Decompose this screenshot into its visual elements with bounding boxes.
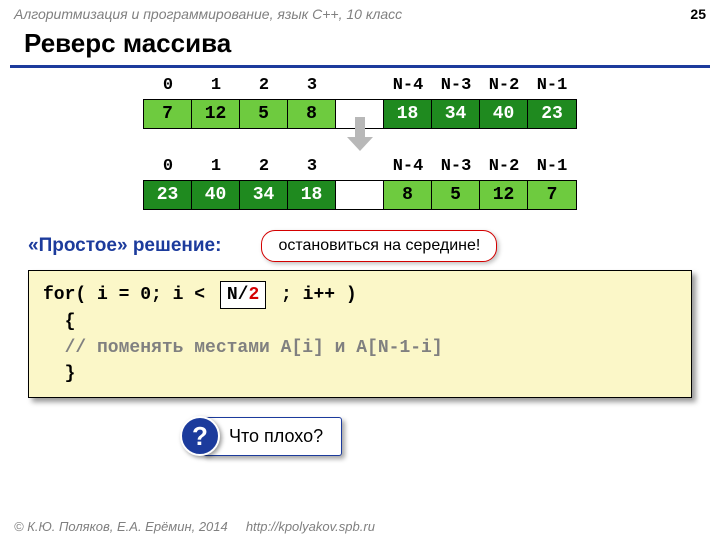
index-cell [336, 76, 384, 95]
code-block: for( i = 0; i < N/2 ; i++ ) { // поменят… [28, 270, 692, 398]
array-cell: 12 [480, 181, 528, 209]
array-cell: 7 [528, 181, 576, 209]
array-cell: 7 [144, 100, 192, 128]
index-cell: N-2 [480, 157, 528, 176]
array-cell: 34 [432, 100, 480, 128]
code-line-4: } [43, 361, 677, 387]
question-box: Что плохо? [202, 417, 342, 456]
index-row-2: 0123 N-4N-3N-2N-1 [144, 157, 576, 176]
page-number: 25 [690, 6, 706, 22]
index-cell: 0 [144, 76, 192, 95]
index-cell: 3 [288, 76, 336, 95]
code-text: for( i = 0; i < [43, 285, 216, 305]
code-line-2: { [43, 309, 677, 335]
array-cell: 23 [144, 181, 192, 209]
index-cell: N-4 [384, 157, 432, 176]
arrays-section: 0123N-4N-3N-2N-1 7125818344023 0123N-4N-… [0, 76, 720, 210]
footer-url: http://kpolyakov.spb.ru [246, 519, 375, 534]
course-label: Алгоритмизация и программирование, язык … [14, 6, 402, 22]
array-cell: 34 [240, 181, 288, 209]
index-cell: N-1 [528, 157, 576, 176]
index-cell: N-4 [384, 76, 432, 95]
code-text-red: 2 [248, 285, 259, 305]
arrow-holder [144, 133, 576, 153]
code-text: { [43, 312, 75, 332]
question-row: ? Что плохо? [180, 416, 720, 456]
index-cell: 1 [192, 76, 240, 95]
index-cell: 0 [144, 157, 192, 176]
index-cell: N-2 [480, 76, 528, 95]
code-text: } [43, 364, 75, 384]
header-bar: Алгоритмизация и программирование, язык … [0, 0, 720, 26]
index-cell: 2 [240, 76, 288, 95]
array-cell: 5 [240, 100, 288, 128]
code-comment: // поменять местами A[i] и A[N-1-i] [43, 338, 443, 358]
index-cell: N-1 [528, 76, 576, 95]
array-cell: 5 [432, 181, 480, 209]
page-title: Реверс массива [10, 26, 710, 68]
array-cell [336, 181, 384, 209]
index-cell: N-3 [432, 157, 480, 176]
array-row-2: 23403418 85127 [143, 180, 577, 210]
code-line-1: for( i = 0; i < N/2 ; i++ ) [43, 281, 677, 309]
code-text: N/ [227, 285, 249, 305]
array-cell: 40 [192, 181, 240, 209]
code-line-3: // поменять местами A[i] и A[N-1-i] [43, 335, 677, 361]
index-cell: 1 [192, 157, 240, 176]
footer: © К.Ю. Поляков, Е.А. Ерёмин, 2014 http:/… [14, 519, 375, 534]
index-row-1: 0123 N-4N-3N-2N-1 [144, 76, 576, 95]
array-cell: 12 [192, 100, 240, 128]
simple-solution-line: «Простое» решение: остановиться на серед… [28, 230, 720, 262]
array-cell: 8 [288, 100, 336, 128]
array-cell: 18 [288, 181, 336, 209]
array-cell: 23 [528, 100, 576, 128]
index-cell [336, 157, 384, 176]
simple-solution-label: «Простое» решение: [28, 235, 221, 257]
array-cell: 18 [384, 100, 432, 128]
index-cell: N-3 [432, 76, 480, 95]
index-cell: 2 [240, 157, 288, 176]
n-over-2-box: N/2 [220, 281, 266, 309]
hint-bubble: остановиться на середине! [261, 230, 497, 262]
index-cell: 3 [288, 157, 336, 176]
array-cell: 40 [480, 100, 528, 128]
code-text: ; i++ ) [270, 285, 356, 305]
array-cell: 8 [384, 181, 432, 209]
footer-authors: © К.Ю. Поляков, Е.А. Ерёмин, 2014 [14, 519, 228, 534]
